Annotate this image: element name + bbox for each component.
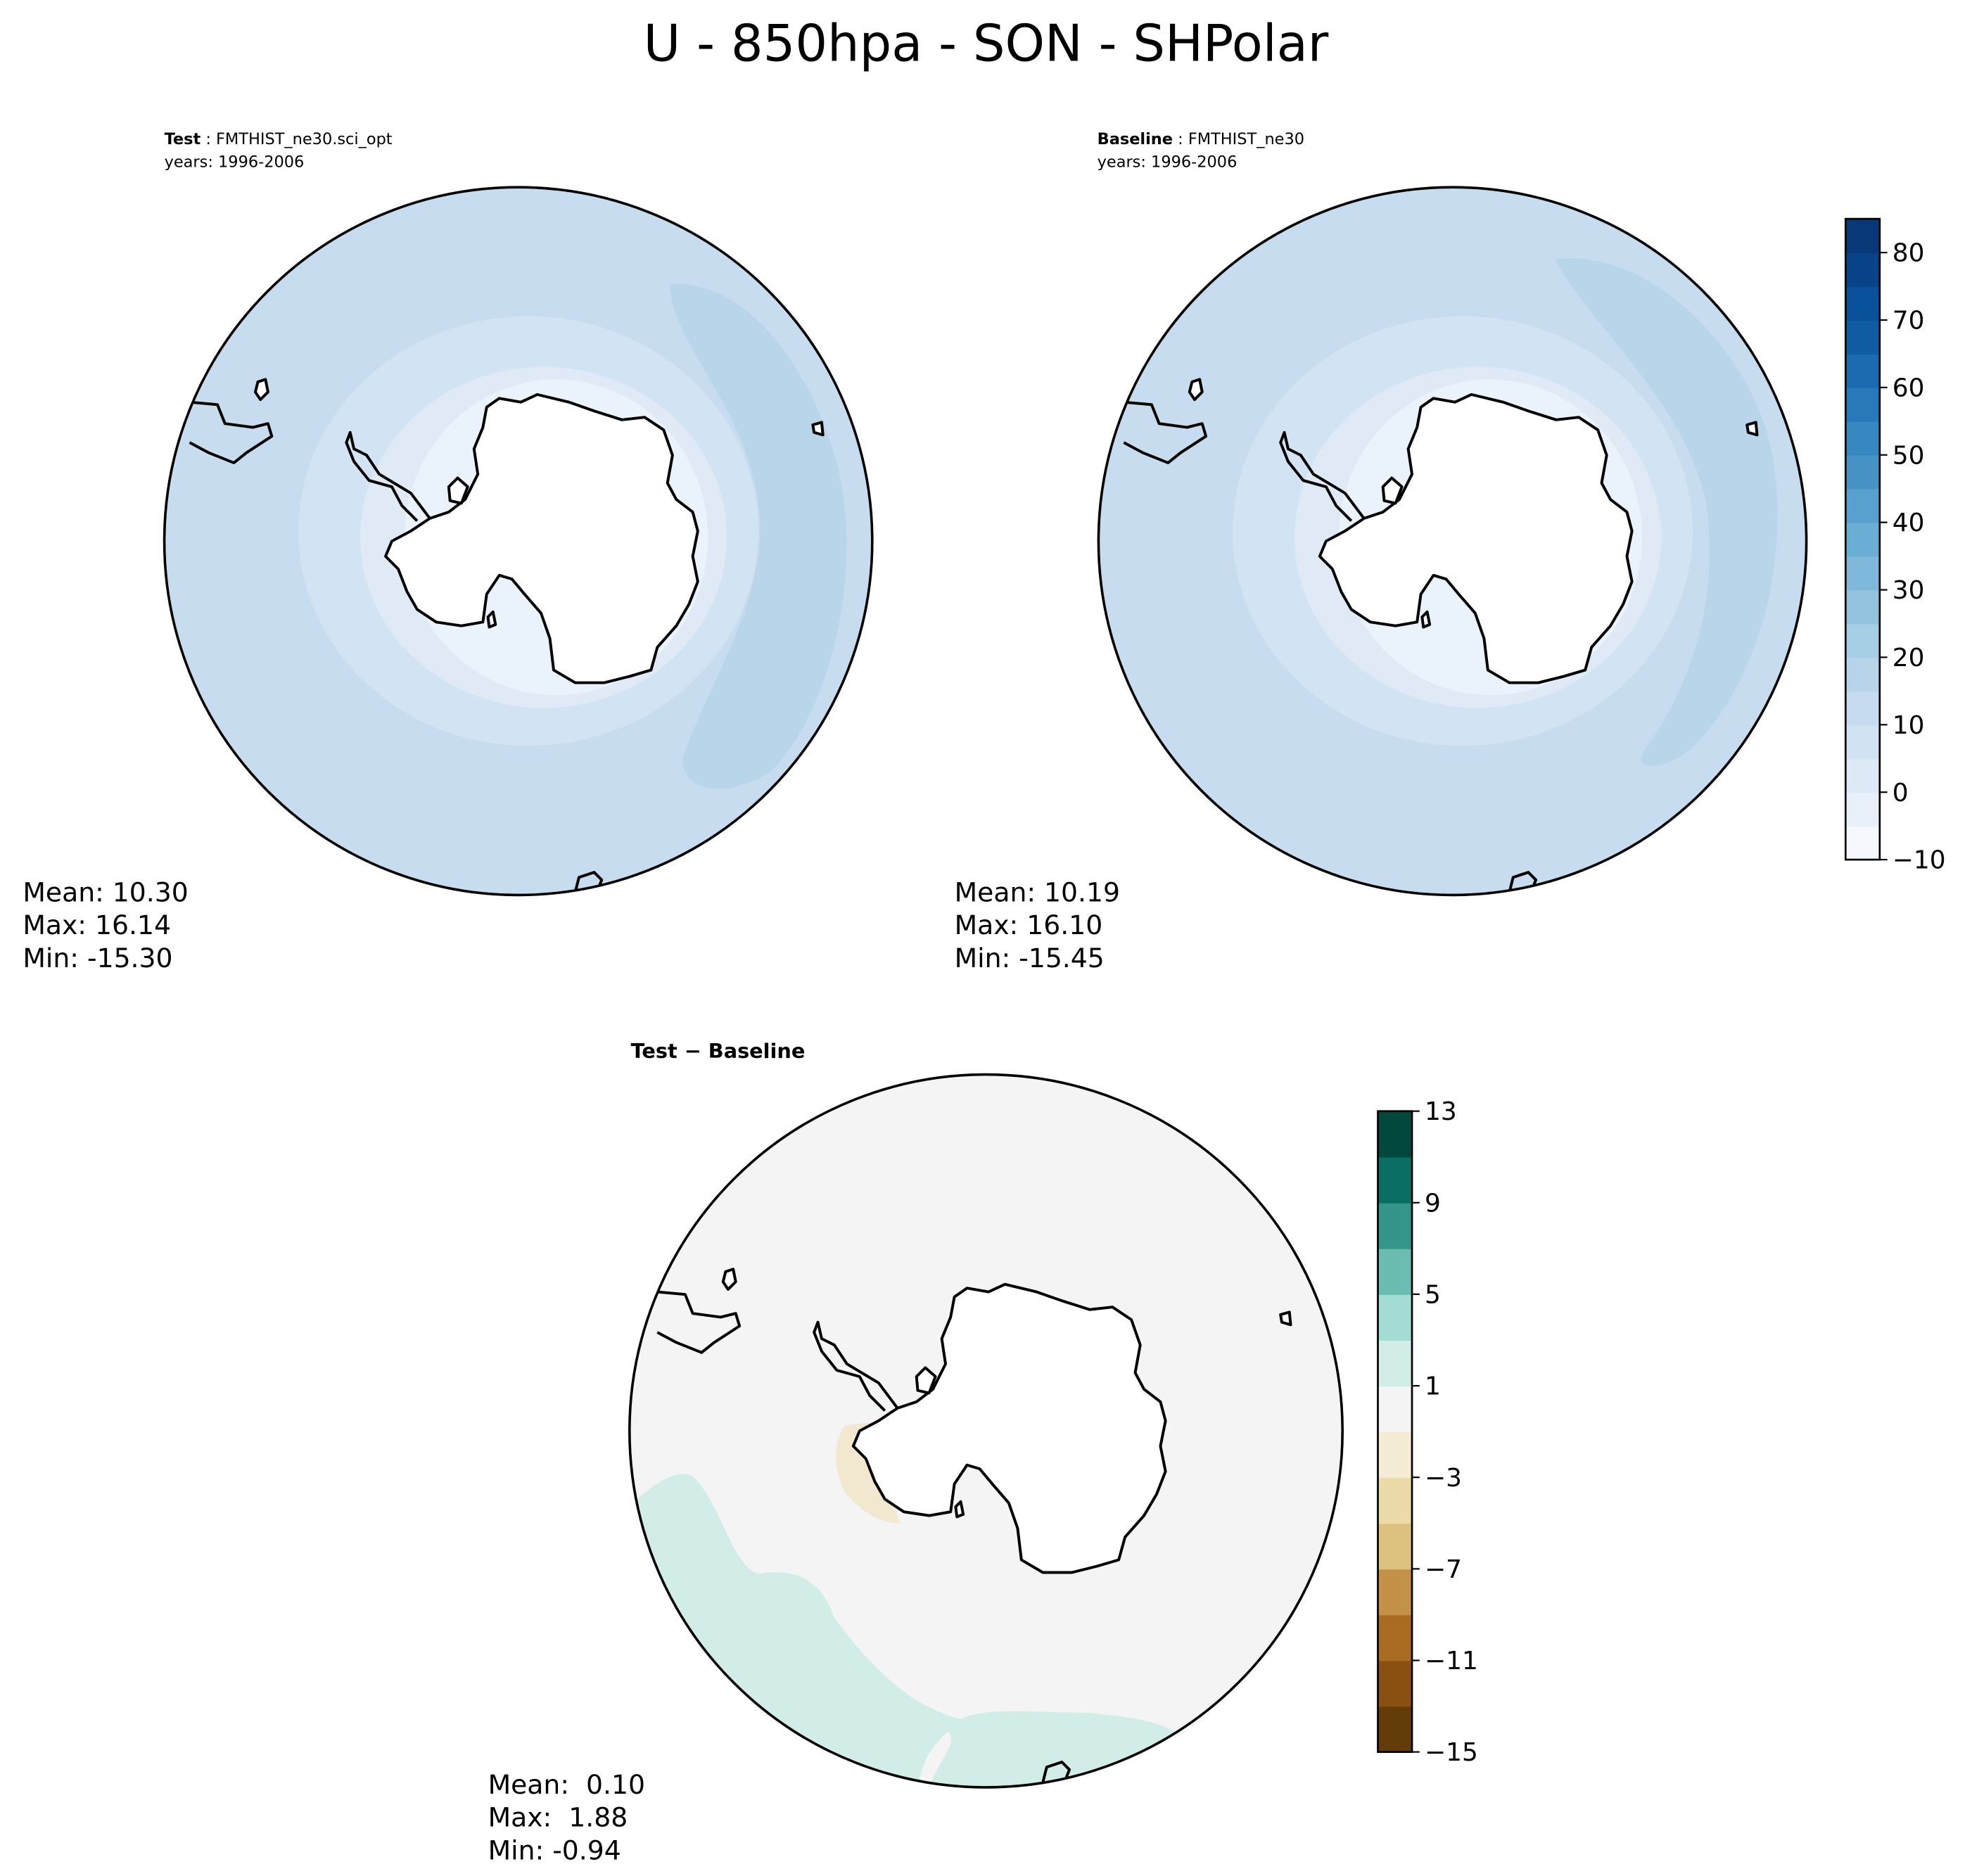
colorbar-segment [1845, 488, 1880, 523]
figure-title: U - 850hpa - SON - SHPolar [644, 14, 1329, 73]
colorbar-segment [1378, 1431, 1413, 1479]
colorbar-tick-label: 20 [1893, 644, 1925, 672]
stat: Mean: 10.30 [23, 876, 188, 907]
label-rest: : FMTHIST_ne30.sci_opt [201, 130, 393, 148]
panel-label: Baseline : FMTHIST_ne30 [1098, 130, 1304, 148]
colorbar-segment [1378, 1386, 1413, 1433]
years: years: 1996-2006 [165, 153, 305, 171]
colorbar-frame [1844, 217, 1881, 861]
stat: Max: 1.88 [488, 1802, 628, 1833]
stat: Mean: 0.10 [488, 1769, 645, 1800]
label-bold: Baseline [1098, 130, 1173, 148]
colorbar-segment [1378, 1569, 1413, 1616]
colorbar-segment [1845, 421, 1880, 456]
colorbar-segment [1378, 1156, 1413, 1204]
colorbar-tick-label: 80 [1893, 239, 1925, 268]
colorbar-segment [1378, 1523, 1413, 1570]
colorbar-segment [1845, 286, 1880, 321]
colorbar-tick-label: 30 [1893, 576, 1925, 605]
colorbar-segment [1378, 1340, 1413, 1386]
colorbar-tick-label: 0 [1893, 779, 1909, 808]
colorbar-segment [1845, 725, 1880, 760]
stat: Min: -15.30 [23, 943, 172, 974]
years: years: 1996-2006 [1098, 153, 1238, 171]
colorbar-segment [1845, 657, 1880, 692]
colorbar-tick-label: 13 [1425, 1097, 1457, 1126]
colorbar-segment [1378, 1248, 1413, 1295]
colorbar-segment [1845, 319, 1880, 355]
colorbar-segment [1845, 387, 1880, 422]
map-border [163, 186, 874, 897]
colorbar-tick-label: −15 [1425, 1738, 1478, 1767]
colorbar-segment [1845, 691, 1880, 726]
label-bold: Test [165, 130, 201, 148]
stat: Mean: 10.19 [955, 876, 1120, 907]
colorbar-segment [1378, 1202, 1413, 1249]
colorbar-segment [1845, 556, 1880, 591]
label-rest: : FMTHIST_ne30 [1173, 130, 1304, 148]
colorbar-tick-label: 9 [1425, 1189, 1441, 1218]
colorbar-segment [1378, 1477, 1413, 1524]
map-border [628, 1073, 1344, 1789]
colorbar-tick-label: −7 [1425, 1555, 1462, 1584]
contour-band [1555, 258, 1778, 766]
panel-label: Test − Baseline [631, 1039, 806, 1063]
stat: Min: -0.94 [488, 1834, 621, 1865]
colorbar-segment [1845, 589, 1880, 625]
colorbar-tick-label: 50 [1893, 441, 1925, 470]
map [1098, 187, 1807, 895]
colorbar-tick-label: −11 [1425, 1647, 1478, 1676]
colorbar-tick-label: 40 [1893, 509, 1925, 537]
stat: Min: -15.45 [955, 943, 1105, 974]
colorbar-tick-label: 5 [1425, 1281, 1441, 1310]
panel-label: Test : FMTHIST_ne30.sci_opt [165, 130, 393, 148]
colorbar-frame [1377, 1110, 1413, 1753]
colorbar-segment [1845, 758, 1880, 793]
colorbar-segment [1845, 623, 1880, 658]
colorbar-tick-label: −3 [1425, 1464, 1462, 1493]
colorbar-segment [1845, 353, 1880, 388]
colorbar-segment [1845, 454, 1880, 490]
colorbar-tick-label: 1 [1425, 1372, 1441, 1401]
colorbar-segment [1845, 522, 1880, 557]
map [629, 1074, 1343, 1787]
colorbar-segment [1845, 826, 1880, 860]
stat: Max: 16.10 [955, 910, 1103, 940]
map-border [1097, 186, 1808, 897]
colorbar-segment [1378, 1111, 1413, 1158]
colorbar-segment [1845, 253, 1880, 287]
colorbar-segment [1378, 1294, 1413, 1341]
colorbar-segment [1378, 1706, 1413, 1753]
colorbar-segment [1378, 1614, 1413, 1661]
colorbar-tick-label: 10 [1893, 711, 1925, 740]
stat: Max: 16.14 [23, 910, 171, 940]
colorbar-segment [1845, 792, 1880, 827]
colorbar-segment [1845, 219, 1880, 253]
colorbar-tick-label: −10 [1893, 846, 1946, 875]
map [164, 187, 872, 895]
colorbar-tick-label: 60 [1893, 374, 1925, 402]
contour-band [670, 284, 847, 789]
colorbar-tick-label: 70 [1893, 307, 1925, 336]
colorbar-segment [1378, 1660, 1413, 1707]
